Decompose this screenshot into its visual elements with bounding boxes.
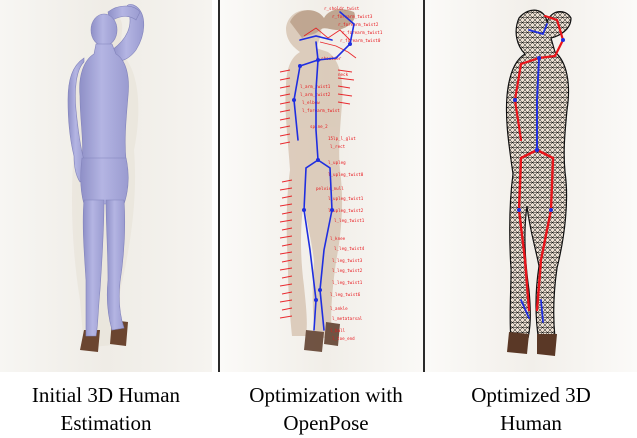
svg-text:l_leg_twist1: l_leg_twist1 [332, 280, 363, 285]
svg-text:l_forearm_twist: l_forearm_twist [302, 108, 340, 113]
svg-text:l_leg_twist1: l_leg_twist1 [334, 218, 365, 223]
caption-openpose-optimization: Optimization with OpenPose [220, 381, 432, 437]
svg-text:l_leg_twist4: l_leg_twist4 [334, 246, 365, 251]
svg-text:l_upleg_twist1: l_upleg_twist1 [328, 196, 364, 201]
caption-line: Estimation [60, 411, 152, 435]
svg-text:pelvis_null: pelvis_null [316, 186, 344, 191]
caption-line: Human [500, 411, 562, 435]
svg-text:l_upleg: l_upleg [328, 160, 346, 165]
svg-text:r_forearm_twist3: r_forearm_twist3 [332, 14, 373, 19]
svg-text:l_leg_twist2: l_leg_twist2 [332, 268, 363, 273]
panel-divider [423, 0, 425, 372]
caption-line: Initial 3D Human [31, 383, 181, 407]
svg-text:15lp_l_glut: 15lp_l_glut [328, 136, 356, 141]
initial-estimation-image [0, 0, 212, 372]
svg-text:l_upleg_twist0: l_upleg_twist0 [328, 172, 364, 177]
openpose-optimization-image: r_sholdr_twist r_forearm_twist3 r_forearm… [220, 0, 432, 372]
svg-text:l_ankle: l_ankle [330, 306, 348, 311]
svg-text:l_leg_twist6: l_leg_twist6 [330, 292, 361, 297]
svg-text:l_leg_twist3: l_leg_twist3 [332, 258, 363, 263]
svg-text:r_forearm_twist1: r_forearm_twist1 [342, 30, 383, 35]
caption-line: OpenPose [283, 411, 369, 435]
caption-initial-estimation: Initial 3D Human Estimation [0, 381, 212, 437]
optimized-human-panel [425, 0, 637, 372]
caption-line: Optimized 3D [471, 383, 591, 407]
svg-text:l_elbow: l_elbow [302, 100, 320, 105]
svg-text:l_knee: l_knee [330, 236, 346, 241]
svg-text:l_ball: l_ball [330, 328, 346, 333]
openpose-optimization-panel: r_sholdr_twist r_forearm_twist3 r_forearm… [220, 0, 432, 372]
svg-text:r_forearm_twist0: r_forearm_twist0 [340, 38, 381, 43]
optimized-human-image [425, 0, 637, 372]
panel-divider [218, 0, 220, 372]
svg-text:neck: neck [338, 72, 349, 77]
svg-text:r_forearm_twist2: r_forearm_twist2 [338, 22, 379, 27]
svg-text:l_toe_end: l_toe_end [332, 336, 355, 341]
svg-text:l_rect: l_rect [330, 144, 346, 149]
svg-text:l_upleg_twist2: l_upleg_twist2 [328, 208, 364, 213]
caption-optimized-human: Optimized 3D Human [425, 381, 637, 437]
svg-text:spine_2: spine_2 [310, 124, 328, 129]
svg-text:l_metatarsal: l_metatarsal [332, 316, 363, 321]
initial-estimation-panel [0, 0, 212, 372]
svg-text:r_sholdr_twist: r_sholdr_twist [324, 6, 360, 11]
svg-text:l_arm_twist1: l_arm_twist1 [300, 84, 331, 89]
caption-line: Optimization with [249, 383, 403, 407]
